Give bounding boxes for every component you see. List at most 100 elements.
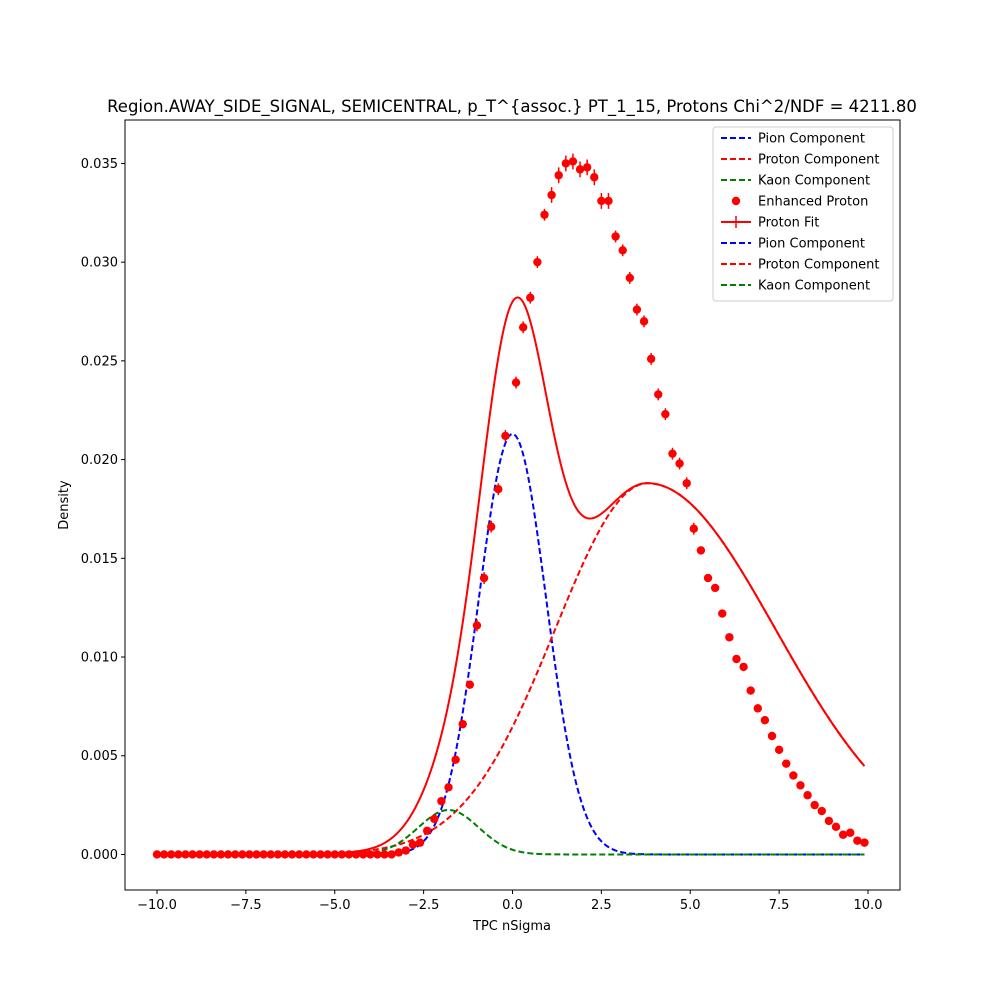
data-point — [465, 680, 475, 689]
legend-label: Proton Fit — [758, 216, 819, 231]
data-point — [486, 522, 496, 531]
data-point — [760, 716, 770, 725]
data-point — [245, 850, 254, 859]
data-point — [675, 459, 684, 468]
data-point — [259, 850, 268, 859]
data-point — [337, 850, 347, 859]
data-point — [732, 654, 741, 664]
x-tick-label: 7.5 — [769, 898, 790, 913]
data-point — [739, 662, 748, 672]
data-point — [696, 546, 706, 555]
y-tick-label: 0.000 — [81, 848, 118, 863]
chart-title: Region.AWAY_SIDE_SIGNAL, SEMICENTRAL, p_… — [107, 97, 917, 117]
data-point — [654, 390, 663, 399]
data-point — [817, 806, 826, 816]
data-point — [430, 814, 439, 824]
data-point — [554, 171, 563, 180]
data-point — [846, 828, 855, 837]
data-point — [533, 257, 542, 267]
data-point — [316, 850, 325, 859]
data-point — [223, 850, 233, 859]
data-point — [458, 719, 467, 729]
data-point — [351, 850, 361, 859]
data-point — [689, 524, 699, 533]
data-point — [824, 816, 834, 826]
legend: Pion Component Proton Component Kaon Compo… — [712, 126, 894, 302]
x-tick-label: 0.0 — [502, 898, 523, 913]
data-point — [803, 791, 812, 800]
data-point — [625, 273, 635, 283]
data-point — [611, 232, 620, 241]
x-axis: −10.0 −7.5 −5.0 −2.5 0.0 2.5 5.0 7.5 10.0 — [137, 890, 882, 913]
y-axis: 0.000 0.005 0.010 0.015 0.020 0.025 0.030 0.035 — [81, 157, 125, 863]
legend-label: Enhanced Proton — [758, 195, 868, 210]
legend-label: Proton Component — [758, 258, 880, 273]
data-point — [703, 573, 713, 583]
data-point — [774, 745, 784, 755]
data-point — [451, 755, 460, 764]
data-point — [280, 850, 290, 859]
data-point — [394, 848, 403, 857]
data-point — [209, 850, 219, 859]
data-point — [387, 850, 396, 859]
data-point — [330, 850, 339, 859]
data-point — [415, 838, 425, 847]
data-point — [796, 781, 805, 790]
x-tick-label: −7.5 — [230, 898, 262, 913]
data-point — [472, 621, 482, 630]
legend-label: Proton Component — [758, 153, 880, 168]
data-point — [639, 317, 649, 326]
x-tick-label: 2.5 — [591, 898, 612, 913]
y-tick-label: 0.035 — [81, 157, 118, 172]
data-point — [590, 173, 599, 182]
data-point — [518, 323, 528, 332]
data-point — [437, 796, 446, 806]
data-point — [323, 850, 332, 859]
data-point — [494, 485, 503, 494]
data-point — [252, 850, 261, 859]
data-point — [188, 850, 197, 859]
data-point — [266, 850, 275, 859]
data-point — [604, 196, 613, 206]
data-point — [582, 163, 592, 172]
data-point — [810, 800, 819, 810]
data-point — [181, 850, 190, 859]
data-point — [309, 850, 318, 859]
legend-label: Kaon Component — [758, 174, 870, 189]
data-point — [511, 378, 521, 387]
data-point — [294, 850, 304, 859]
x-tick-label: −5.0 — [319, 898, 351, 913]
data-point — [479, 573, 489, 583]
data-point — [710, 583, 720, 593]
data-point — [408, 840, 418, 849]
legend-handle-marker — [731, 196, 741, 206]
data-point — [195, 850, 204, 859]
data-point — [853, 836, 862, 845]
data-point — [561, 159, 571, 168]
y-axis-title: Density — [57, 480, 72, 530]
data-point — [646, 354, 656, 364]
x-tick-label: 10.0 — [854, 898, 883, 913]
plot-area — [152, 153, 869, 859]
data-point — [366, 850, 375, 859]
data-point — [302, 850, 311, 859]
y-tick-label: 0.015 — [81, 552, 118, 567]
data-point — [401, 846, 411, 855]
x-tick-label: −2.5 — [408, 898, 440, 913]
data-point — [202, 850, 211, 859]
data-point — [682, 479, 691, 488]
data-point — [373, 850, 382, 859]
data-point — [444, 783, 453, 792]
y-tick-label: 0.005 — [81, 749, 118, 764]
data-point — [838, 830, 848, 839]
data-point — [231, 850, 240, 859]
data-point — [767, 731, 777, 741]
data-point — [632, 305, 642, 314]
y-tick-label: 0.025 — [81, 354, 118, 369]
data-point — [668, 449, 677, 458]
x-tick-label: 5.0 — [680, 898, 701, 913]
data-point — [216, 850, 226, 859]
data-point — [789, 771, 798, 780]
data-point — [718, 609, 727, 618]
